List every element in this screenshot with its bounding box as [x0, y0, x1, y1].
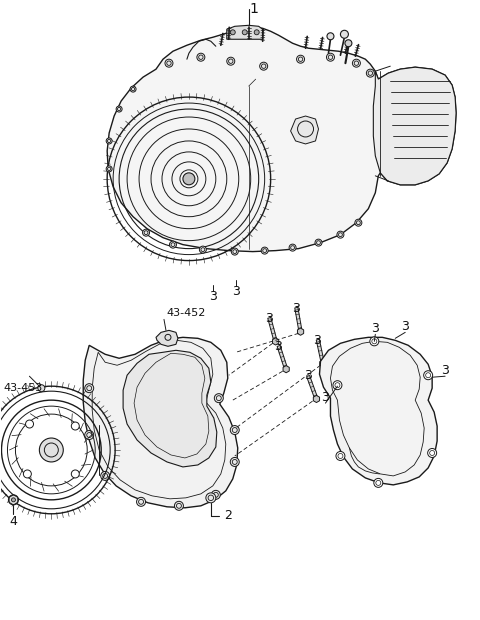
Circle shape — [315, 239, 322, 246]
Polygon shape — [313, 396, 320, 402]
Circle shape — [230, 425, 239, 435]
Text: 3: 3 — [303, 369, 312, 382]
Polygon shape — [9, 495, 18, 505]
Polygon shape — [283, 366, 289, 373]
Circle shape — [340, 30, 348, 38]
Circle shape — [25, 420, 34, 428]
Polygon shape — [320, 337, 437, 485]
Circle shape — [215, 394, 223, 402]
Text: 1: 1 — [249, 2, 258, 16]
Circle shape — [183, 173, 195, 185]
Polygon shape — [298, 328, 304, 335]
Polygon shape — [316, 339, 324, 362]
Circle shape — [143, 229, 150, 236]
Text: 3: 3 — [401, 320, 409, 333]
Polygon shape — [295, 308, 302, 330]
Circle shape — [227, 57, 235, 65]
Circle shape — [85, 430, 94, 440]
Circle shape — [231, 248, 238, 255]
Circle shape — [211, 490, 220, 499]
Text: 2: 2 — [224, 509, 232, 522]
Circle shape — [261, 247, 268, 254]
Polygon shape — [277, 345, 287, 368]
Circle shape — [199, 246, 206, 253]
Circle shape — [165, 59, 173, 67]
Text: 4: 4 — [10, 515, 17, 528]
Circle shape — [12, 498, 15, 502]
Circle shape — [101, 471, 109, 480]
Circle shape — [327, 33, 334, 40]
Circle shape — [374, 479, 383, 487]
Circle shape — [174, 502, 183, 510]
Circle shape — [260, 62, 268, 70]
Text: 3: 3 — [274, 340, 282, 353]
Circle shape — [326, 53, 335, 61]
Circle shape — [206, 493, 216, 503]
Circle shape — [366, 69, 374, 77]
Circle shape — [72, 470, 79, 478]
Circle shape — [85, 384, 94, 392]
Circle shape — [39, 438, 63, 462]
Text: 3: 3 — [232, 285, 240, 298]
Polygon shape — [373, 67, 456, 185]
Polygon shape — [273, 338, 279, 345]
Circle shape — [355, 219, 362, 226]
Text: 3: 3 — [313, 334, 322, 347]
Polygon shape — [107, 27, 456, 252]
Circle shape — [197, 53, 205, 61]
Circle shape — [24, 470, 31, 478]
Circle shape — [333, 381, 342, 390]
Circle shape — [254, 30, 259, 35]
Polygon shape — [83, 337, 238, 508]
Circle shape — [230, 30, 235, 35]
Polygon shape — [290, 116, 319, 144]
Circle shape — [336, 451, 345, 461]
Circle shape — [106, 166, 112, 172]
Circle shape — [424, 371, 432, 379]
Polygon shape — [156, 330, 178, 347]
Polygon shape — [307, 376, 317, 398]
Text: 3: 3 — [209, 290, 217, 303]
Polygon shape — [268, 317, 277, 340]
Circle shape — [242, 30, 247, 35]
Text: 3: 3 — [322, 391, 329, 404]
Circle shape — [106, 138, 112, 144]
Circle shape — [116, 106, 122, 112]
Text: 3: 3 — [372, 322, 379, 335]
Circle shape — [137, 497, 145, 507]
Circle shape — [130, 86, 136, 92]
Polygon shape — [123, 350, 217, 467]
Circle shape — [38, 384, 45, 392]
Circle shape — [230, 458, 239, 466]
Circle shape — [428, 448, 437, 458]
Text: 3: 3 — [441, 364, 449, 377]
Polygon shape — [227, 25, 263, 39]
Circle shape — [337, 231, 344, 238]
Text: 43-452: 43-452 — [166, 308, 205, 319]
Text: 43-453: 43-453 — [4, 383, 43, 393]
Text: 3: 3 — [292, 302, 300, 315]
Text: 3: 3 — [264, 312, 273, 325]
Circle shape — [289, 244, 296, 251]
Polygon shape — [320, 360, 326, 367]
Circle shape — [169, 241, 177, 248]
Circle shape — [370, 337, 379, 346]
Circle shape — [297, 55, 304, 63]
Circle shape — [345, 40, 352, 46]
Circle shape — [72, 422, 79, 430]
Circle shape — [352, 59, 360, 67]
